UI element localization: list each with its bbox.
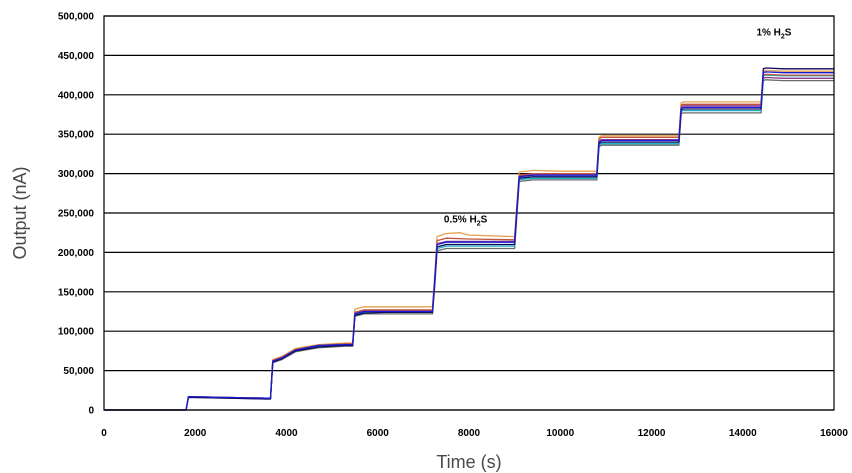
series-line — [104, 67, 834, 411]
x-tick-labels: 0 2000 4000 6000 8000 10000 12000 14000 16000 — [101, 428, 848, 439]
x-tick-label: 4000 — [275, 428, 298, 439]
x-tick-label: 6000 — [367, 428, 390, 439]
x-tick-label: 0 — [101, 428, 107, 439]
y-tick-label: 300,000 — [58, 169, 95, 180]
x-tick-label: 12000 — [638, 428, 666, 439]
series-line — [104, 79, 834, 411]
x-tick-label: 8000 — [458, 428, 481, 439]
y-tick-label: 450,000 — [58, 51, 95, 62]
x-tick-label: 2000 — [184, 428, 207, 439]
y-tick-label: 0 — [88, 406, 94, 417]
y-tick-label: 100,000 — [58, 327, 95, 338]
annotation-label: 0.5% H2S — [444, 214, 488, 227]
plot-frame — [103, 15, 835, 411]
annotation-main: 1% H — [756, 28, 780, 39]
y-tick-label: 500,000 — [58, 12, 95, 23]
y-tick-label: 350,000 — [58, 130, 95, 141]
y-tick-label: 250,000 — [58, 209, 95, 220]
y-tick-label: 50,000 — [63, 366, 94, 377]
annotation-main: 0.5% H — [444, 214, 477, 225]
series-line — [104, 69, 834, 411]
y-tick-labels: 0 50,000 100,000 150,000 200,000 250,000 300,0… — [58, 12, 95, 417]
y-tick-label: 400,000 — [58, 90, 95, 101]
annotation-label: 1% H2S — [756, 28, 791, 41]
x-tick-label: 10000 — [546, 428, 574, 439]
annotation-tail: S — [785, 28, 792, 39]
grid-lines — [104, 15, 834, 411]
annotation-tail: S — [481, 214, 488, 225]
y-axis-title: Output (nA) — [10, 166, 30, 259]
y-tick-label: 150,000 — [58, 287, 95, 298]
annotation-subscript: 2 — [477, 220, 481, 227]
x-tick-label: 14000 — [729, 428, 757, 439]
series-line — [104, 76, 834, 411]
series-line — [104, 73, 834, 411]
y-tick-label: 200,000 — [58, 248, 95, 259]
annotation-subscript: 2 — [781, 34, 785, 41]
x-axis-title: Time (s) — [436, 452, 501, 472]
series-layer — [104, 67, 834, 411]
x-tick-label: 16000 — [820, 428, 848, 439]
series-line — [104, 71, 834, 411]
